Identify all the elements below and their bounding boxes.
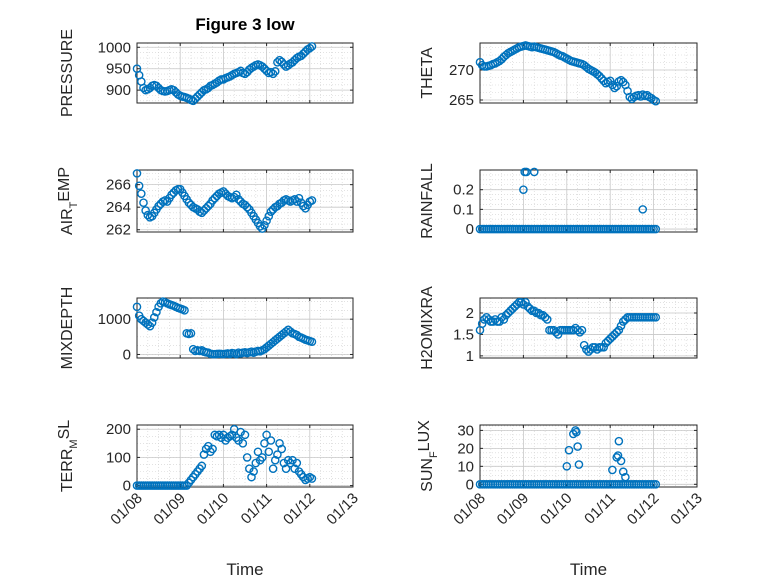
y-axis-label-subscript: M (68, 439, 80, 448)
y-tick-label: 1.5 (453, 326, 474, 343)
x-tick-label: 01/08 (450, 490, 489, 529)
y-tick-label: 100 (106, 449, 131, 466)
y-axis-label: RAINFALL (419, 163, 436, 239)
y-axis-label-main: H2OMIXRA (419, 286, 436, 370)
y-tick-label: 20 (457, 440, 474, 457)
y-axis-label-main: SUN (419, 458, 436, 492)
y-tick-label: 262 (106, 222, 131, 239)
x-tick-label: 01/11 (581, 490, 619, 528)
figure-canvas: Figure 3 low 9009501000PRESSURE 265270THE… (0, 0, 778, 583)
x-tick-label: 01/12 (280, 490, 319, 529)
x-axis-label: Time (226, 560, 263, 579)
y-axis-label-main: AIR (59, 208, 76, 235)
y-tick-label: 264 (106, 199, 131, 216)
subplot-terr_msl: 0 100 200 TERRMSL 01/08 01/09 01/10 01/11 01/12 0… (56, 420, 362, 579)
y-axis-label-main: RAINFALL (419, 163, 436, 239)
y-tick-label: 900 (106, 82, 131, 99)
y-axis-label: AIRTEMP (56, 167, 80, 235)
x-tick-label: 01/11 (238, 490, 276, 528)
y-axis-label: TERRMSL (56, 420, 80, 492)
x-axis-label: Time (570, 560, 607, 579)
y-axis-label-superscript: EMP (56, 167, 73, 202)
y-tick-label: 10 (457, 458, 474, 475)
y-axis-label-main: MIXDEPTH (59, 287, 76, 370)
y-tick-label: 950 (106, 61, 131, 78)
y-tick-label: 1000 (98, 39, 131, 56)
y-tick-label: 0 (123, 346, 131, 363)
y-axis-label: SUNFLUX (416, 420, 440, 492)
y-tick-label: 2 (466, 305, 474, 322)
x-tick-label: 01/09 (494, 490, 533, 529)
subplot-rainfall: 0 0.1 0.2 RAINFALL (419, 163, 697, 239)
y-tick-label: 1 (466, 348, 474, 365)
y-tick-label: 30 (457, 422, 474, 439)
subplot-air_temp: 262 264 266 AIRTEMP (56, 167, 353, 239)
y-axis-label: THETA (419, 47, 436, 99)
y-tick-label: 266 (106, 177, 131, 194)
y-tick-label: 0 (466, 221, 474, 238)
y-tick-label: 0 (123, 478, 131, 495)
subplot-grid: 9009501000PRESSURE 265270THETA262264266AI… (56, 29, 706, 579)
x-tick-label: 01/13 (667, 490, 706, 529)
figure-title: Figure 3 low (195, 15, 295, 34)
subplot-h2omixra: 1 1.5 2 H2OMIXRA (419, 286, 697, 370)
y-axis-label: MIXDEPTH (59, 287, 76, 370)
x-tick-label: 01/12 (624, 490, 663, 529)
subplot-mixdepth: 0 1000 MIXDEPTH (59, 287, 353, 370)
y-tick-label: 0.2 (453, 182, 474, 199)
y-axis-label: H2OMIXRA (419, 286, 436, 370)
subplot-pressure: 900 950 1000 PRESSURE (59, 29, 353, 117)
y-axis-label-main: TERR (59, 449, 76, 493)
x-tick-label: 01/10 (194, 490, 233, 529)
y-tick-label: 265 (449, 92, 474, 109)
y-axis-label: PRESSURE (59, 29, 76, 117)
x-tick-label: 01/09 (150, 490, 189, 529)
x-tick-label: 01/08 (107, 490, 146, 529)
y-axis-label-superscript: LUX (416, 420, 433, 451)
y-axis-label-main: PRESSURE (59, 29, 76, 117)
x-tick-label: 01/13 (323, 490, 362, 529)
y-tick-label: 270 (449, 62, 474, 79)
y-tick-label: 0.1 (453, 201, 474, 218)
y-axis-label-main: THETA (419, 47, 436, 99)
x-tick-label: 01/10 (537, 490, 576, 529)
subplot-theta: 265 270 THETA (419, 42, 697, 109)
subplot-sun_flux: 0102030 SUNFLUX 01/08 01/09 01/10 01/11 01/12 0… (416, 420, 706, 579)
y-axis-label-superscript: SL (56, 420, 73, 440)
y-tick-label: 200 (106, 421, 131, 438)
y-tick-label: 1000 (98, 311, 131, 328)
y-tick-label: 0 (466, 476, 474, 493)
